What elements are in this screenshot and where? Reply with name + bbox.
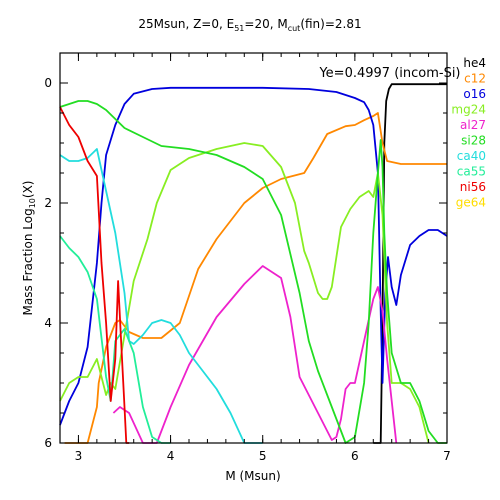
legend-entry-ge64: ge64 [456, 196, 486, 210]
x-tick-label: 7 [443, 449, 451, 463]
x-tick-label: 3 [75, 449, 83, 463]
y-tick-label: 6 [44, 436, 52, 450]
series-line-o16 [59, 86, 448, 426]
series-line-he4 [373, 83, 447, 444]
series-line-ca55 [59, 235, 171, 444]
series-line-al27 [112, 265, 398, 444]
legend-entry-ca55: ca55 [457, 165, 486, 179]
x-tick-label: 4 [167, 449, 175, 463]
y-tick-label: 4 [44, 316, 52, 330]
y-axis-label: Mass Fraction Log10(X) [21, 181, 37, 316]
legend-entry-mg24: mg24 [451, 103, 486, 117]
ticks-layer: 3 4 5 6 7 0 2 4 6 [44, 52, 451, 463]
x-tick-label: 6 [351, 449, 359, 463]
y-tick-label: 0 [44, 76, 52, 90]
series-layer [59, 83, 448, 444]
series-line-si28 [59, 100, 447, 444]
series-line-ni56 [59, 106, 130, 444]
y-tick-label: 2 [44, 196, 52, 210]
legend-entry-c12: c12 [464, 72, 486, 86]
plot-frame [59, 52, 448, 444]
legend-entry-ni56: ni56 [460, 180, 486, 194]
x-axis-label: M (Msun) [225, 469, 280, 483]
series-line-ca40 [59, 148, 263, 444]
legend-entry-ca40: ca40 [457, 149, 486, 163]
legend-entry-he4: he4 [463, 56, 486, 70]
x-tick-label: 5 [259, 449, 267, 463]
series-line-mg24 [59, 142, 430, 444]
legend-entry-al27: al27 [460, 118, 486, 132]
series-line-c12 [64, 112, 447, 444]
legend-entry-si28: si28 [461, 134, 486, 148]
ye-annotation: Ye=0.4997 (incom-Si) [318, 66, 460, 81]
chart-title: 25Msun, Z=0, E51=20, Mcut(fin)=2.81 [138, 17, 361, 33]
legend-entry-o16: o16 [463, 87, 486, 101]
